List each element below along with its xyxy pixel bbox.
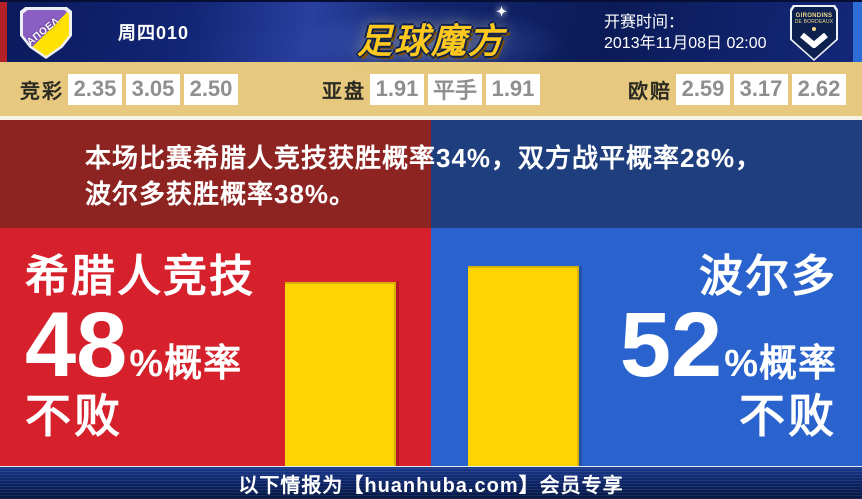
- yapan-handicap: 平手: [428, 73, 482, 105]
- match-code: 周四010: [118, 23, 190, 43]
- oupei-odd-home: 2.59: [676, 73, 730, 105]
- home-panel: 希腊人竞技 48 %概率 不败: [25, 252, 255, 442]
- away-team-name: 波尔多: [699, 252, 837, 301]
- probability-summary-banner: 本场比赛希腊人竞技获胜概率34%，双方战平概率28%， 波尔多获胜概率38%。: [0, 120, 862, 228]
- home-percent-value: 48: [25, 294, 128, 396]
- summary-line-2: 波尔多获胜概率38%。: [85, 179, 357, 209]
- kickoff-label: 开赛时间：: [604, 14, 685, 31]
- yapan-odd-away: 1.91: [486, 73, 540, 105]
- kickoff-time-block: 开赛时间： 2013年11月08日 02:00: [604, 12, 767, 54]
- brand-logo-text: 足球魔方: [356, 22, 506, 61]
- brand-logo: 足球魔方 ✦: [356, 4, 507, 64]
- home-team-name: 希腊人竞技: [25, 252, 255, 301]
- jingcai-odd-draw: 3.05: [126, 73, 180, 105]
- yapan-odd-home: 1.91: [370, 73, 424, 105]
- away-result-label: 不败: [739, 390, 837, 442]
- away-team-shield-fill: GIRONDINS DE BORDEAUX: [792, 7, 836, 59]
- home-team-logo-text: ΑΠΟΕΛ: [25, 15, 62, 48]
- home-percent-row: 48 %概率: [25, 294, 255, 396]
- away-team-logo: GIRONDINS DE BORDEAUX: [790, 5, 838, 61]
- home-team-shield-fill: ΑΠΟΕΛ: [23, 10, 69, 56]
- away-percent-value: 52: [619, 294, 723, 396]
- separator: [0, 116, 862, 120]
- away-team-shield: GIRONDINS DE BORDEAUX: [790, 5, 838, 61]
- odds-bar: 竞彩 2.35 3.05 2.50 亚盘 1.91 平手 1.91 欧赔 2.5…: [0, 62, 862, 116]
- away-team-logo-text-1: GIRONDINS: [795, 13, 833, 19]
- away-team-logo-emblem: [812, 27, 816, 31]
- home-team-shield: ΑΠΟΕΛ: [20, 7, 72, 59]
- jingcai-odd-away: 2.50: [184, 73, 238, 105]
- left-edge-accent: [0, 2, 7, 62]
- away-panel: 波尔多 52 %概率 不败: [620, 252, 837, 442]
- jingcai-label: 竞彩: [20, 80, 64, 103]
- kickoff-time: 2013年11月08日 02:00: [604, 35, 767, 52]
- away-percent-suffix: %概率: [724, 343, 837, 385]
- spark-icon: ✦: [496, 4, 510, 19]
- jingcai-odd-home: 2.35: [68, 73, 122, 105]
- away-percent-row: 52 %概率: [619, 294, 837, 396]
- home-team-logo: ΑΠΟΕΛ: [20, 7, 72, 59]
- oupei-label: 欧赔: [628, 80, 672, 103]
- chevron-icon: [800, 33, 828, 48]
- home-percent-suffix: %概率: [129, 343, 243, 385]
- home-probability-bar: [285, 282, 396, 466]
- oupei-odd-draw: 3.17: [734, 73, 788, 105]
- header-bar: ΑΠΟΕΛ 周四010 足球魔方 ✦ 开赛时间： 2013年11月08日 02:…: [0, 0, 862, 62]
- footer-bar: 以下情报为【huanhuba.com】会员专享: [0, 466, 862, 499]
- comparison-panel: 希腊人竞技 48 %概率 不败 波尔多 52 %概率 不败: [0, 228, 862, 466]
- away-team-logo-text-2: DE BORDEAUX: [794, 19, 834, 25]
- summary-line-1: 本场比赛希腊人竞技获胜概率34%，双方战平概率28%，: [85, 143, 763, 173]
- footer-text: 以下情报为【huanhuba.com】会员专享: [238, 474, 624, 497]
- right-edge-accent: [853, 2, 862, 62]
- oupei-odd-away: 2.62: [792, 73, 846, 105]
- yapan-label: 亚盘: [322, 80, 366, 103]
- home-result-label: 不败: [25, 390, 123, 442]
- away-probability-bar: [468, 266, 579, 466]
